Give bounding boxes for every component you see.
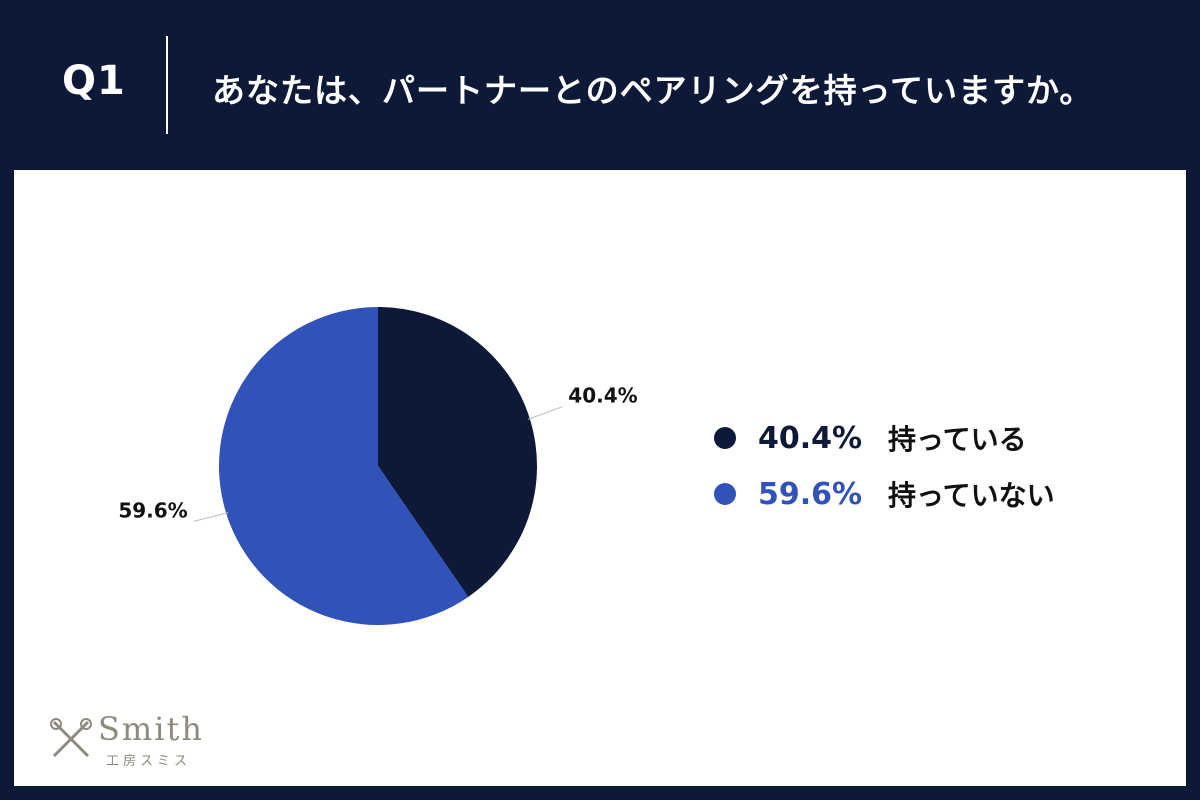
pie-slice-not-have — [219, 307, 469, 625]
legend-label-have: 持っている — [888, 423, 1027, 456]
logo-name: Smith — [98, 710, 204, 748]
question-number: Q1 — [62, 58, 126, 104]
chart-panel: 40.4% 59.6% 40.4% 持っている 59.6% 持っていない Smit… — [14, 170, 1186, 786]
legend-dot-not-have — [714, 483, 736, 505]
pie-label-have: 40.4% — [568, 384, 637, 408]
pie-slice-not-have-leader — [193, 512, 229, 522]
legend-percent-have: 40.4% — [758, 420, 863, 456]
pie-chart: 40.4% 59.6% — [118, 307, 638, 625]
brand-logo: Smith 工房スミス — [48, 710, 248, 770]
question-title: あなたは、パートナーとのペアリングを持っていますか。 — [212, 71, 1094, 110]
pie-slice-have-leader — [527, 406, 563, 420]
logo-subtitle: 工房スミス — [106, 754, 192, 769]
pie-slice-have — [378, 307, 537, 597]
header-divider — [166, 36, 168, 134]
crossed-tools-icon — [50, 718, 92, 758]
legend-item-not-have: 59.6% 持っていない — [714, 466, 1055, 522]
pie-label-not-have: 59.6% — [118, 498, 187, 522]
chart-legend: 40.4% 持っている 59.6% 持っていない — [714, 410, 1055, 522]
header: Q1 あなたは、パートナーとのペアリングを持っていますか。 — [0, 0, 1200, 170]
legend-percent-not-have: 59.6% — [758, 476, 863, 512]
legend-item-have: 40.4% 持っている — [714, 410, 1055, 466]
legend-dot-have — [714, 427, 736, 449]
legend-label-not-have: 持っていない — [888, 479, 1055, 512]
